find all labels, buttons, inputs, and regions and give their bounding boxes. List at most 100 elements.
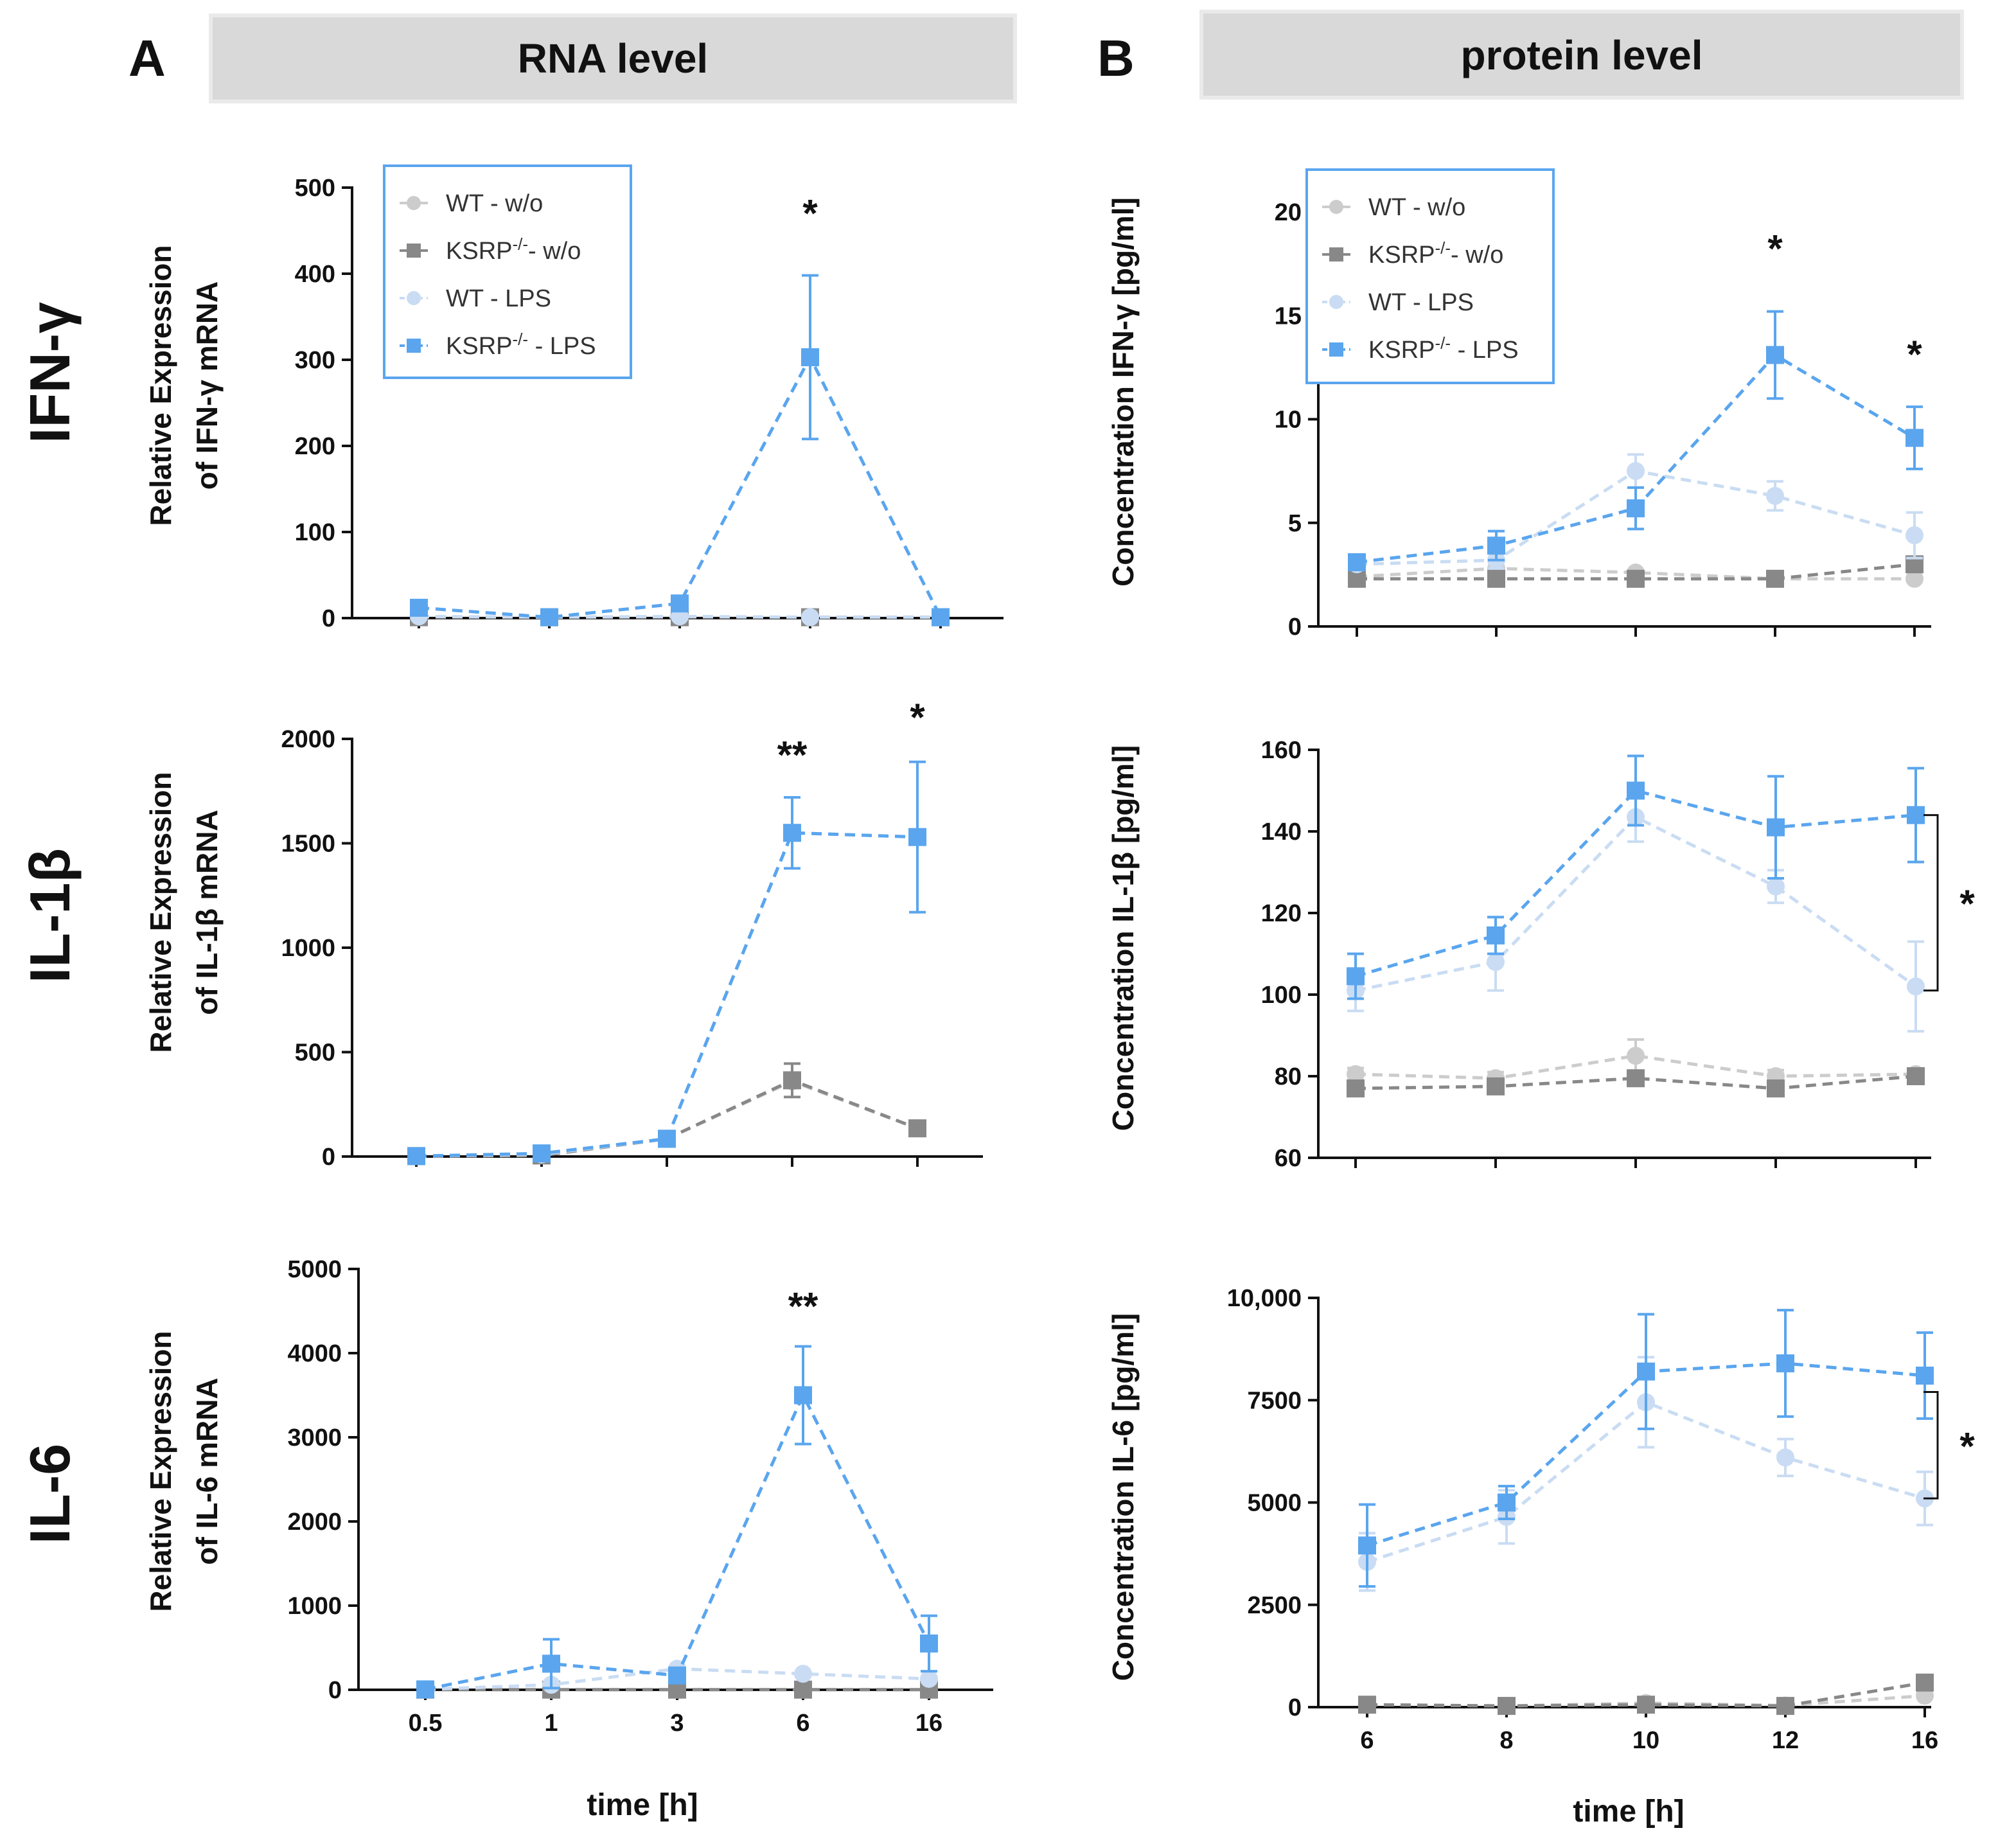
y-tick-label: 10 xyxy=(1275,407,1302,434)
legend-marker xyxy=(407,291,421,305)
legend-box xyxy=(383,164,632,379)
significance-bracket xyxy=(1923,1391,1939,1500)
data-point xyxy=(1627,569,1645,588)
data-point xyxy=(1347,1079,1365,1098)
series-line xyxy=(418,614,941,619)
legend-label: KSRP-/- - LPS xyxy=(1368,333,1519,364)
series-ksrp-wo xyxy=(1358,1673,1934,1715)
legend-label: KSRP-/- - LPS xyxy=(446,330,596,360)
x-axis-label: time [h] xyxy=(1573,1795,1684,1829)
y-tick-label: 200 xyxy=(295,433,335,460)
y-tick-label: 60 xyxy=(1275,1145,1302,1172)
x-tick-label: 16 xyxy=(915,1710,942,1737)
y-tick-label: 1000 xyxy=(287,1593,342,1620)
legend-label: KSRP-/-- w/o xyxy=(1368,238,1503,269)
significance-marker: ** xyxy=(777,734,808,777)
series-wt-lps xyxy=(1347,791,1925,1033)
y-axis-label: of IL-1β mRNA xyxy=(190,810,224,1015)
y-tick-label: 7500 xyxy=(1247,1387,1302,1414)
significance-marker: * xyxy=(1767,227,1783,270)
data-point xyxy=(794,1665,812,1683)
y-tick-label: 300 xyxy=(295,347,335,374)
data-point xyxy=(1766,486,1784,505)
legend-marker xyxy=(407,196,421,210)
data-point xyxy=(1627,1069,1645,1088)
series-line xyxy=(1355,815,1917,993)
y-tick-label: 1000 xyxy=(281,935,335,962)
significance-marker: * xyxy=(1959,1424,1975,1467)
y-tick-label: 100 xyxy=(295,519,335,546)
data-point xyxy=(1487,1077,1505,1095)
series-line xyxy=(416,831,918,1158)
y-tick-label: 0 xyxy=(1288,614,1302,641)
y-tick-label: 140 xyxy=(1261,819,1302,846)
legend-label: KSRP-/-- w/o xyxy=(446,235,581,265)
significance-marker: * xyxy=(1959,882,1975,925)
legend-marker xyxy=(407,339,421,353)
data-point xyxy=(794,1680,812,1699)
x-tick-label: 6 xyxy=(796,1710,809,1737)
significance-bracket xyxy=(1923,814,1939,992)
legend-label: WT - w/o xyxy=(446,190,543,217)
y-tick-label: 5000 xyxy=(287,1256,342,1283)
series-wt-lps xyxy=(407,824,926,1166)
data-point xyxy=(1487,926,1505,944)
legend-box xyxy=(1305,168,1555,384)
y-tick-label: 2000 xyxy=(287,1509,342,1536)
data-point xyxy=(1627,781,1645,800)
data-point xyxy=(1627,499,1645,518)
panel-b-letter: B xyxy=(1097,30,1135,87)
data-point xyxy=(1905,569,1923,588)
x-tick-label: 0.5 xyxy=(409,1710,443,1737)
series-line xyxy=(1356,567,1914,581)
series-line xyxy=(1357,562,1915,581)
series-ksrp-lps xyxy=(410,274,950,626)
data-point xyxy=(801,348,819,366)
series-line xyxy=(1355,788,1916,978)
y-axis-label: Relative Expression xyxy=(144,772,177,1052)
data-point xyxy=(1487,569,1505,588)
row-label-il-1beta: IL-1β xyxy=(18,848,82,983)
significance-marker: * xyxy=(910,696,925,739)
panel-b-title-box xyxy=(1199,10,1964,100)
significance-marker: ** xyxy=(788,1285,818,1328)
significance-marker: * xyxy=(802,191,818,235)
y-axis-label: Concentration IL-1β [pg/ml] xyxy=(1106,745,1140,1131)
data-point xyxy=(1358,1696,1376,1714)
data-point xyxy=(1766,346,1784,364)
data-point xyxy=(1767,877,1785,896)
data-point xyxy=(1916,1673,1934,1692)
y-tick-label: 10,000 xyxy=(1227,1285,1302,1312)
data-point xyxy=(932,608,950,626)
series-line xyxy=(425,1391,931,1691)
legend-label: WT - LPS xyxy=(446,285,551,312)
panel-b-header: B protein level xyxy=(1097,10,1964,100)
data-point xyxy=(658,1130,676,1148)
data-point xyxy=(1905,526,1923,545)
panel-a-letter: A xyxy=(128,30,166,87)
series-ksrp-lps xyxy=(407,760,926,1166)
y-tick-label: 5000 xyxy=(1247,1490,1302,1517)
data-point xyxy=(1347,1065,1365,1083)
y-axis-label: Concentration IFN-γ [pg/ml] xyxy=(1106,197,1140,587)
y-tick-label: 3000 xyxy=(287,1424,342,1451)
legend-marker xyxy=(1329,200,1343,214)
data-point xyxy=(908,828,926,846)
series-ksrp-lps xyxy=(416,1345,938,1699)
data-point xyxy=(1907,1067,1925,1085)
series-ksrp-lps xyxy=(1358,1309,1934,1588)
legend-label: WT - w/o xyxy=(1368,194,1465,221)
y-tick-label: 1500 xyxy=(281,831,335,858)
chart-ifn-gamma-protein: 0 5 10 15 20 Concentration IFN-γ [pg/ml] * * WT … xyxy=(1106,168,1931,641)
significance-marker: * xyxy=(1907,333,1922,376)
data-point xyxy=(783,1071,801,1090)
data-point xyxy=(1766,569,1784,588)
y-tick-label: 0 xyxy=(328,1677,342,1704)
data-point xyxy=(540,608,558,626)
series-line xyxy=(416,831,918,1158)
y-axis-label: of IL-6 mRNA xyxy=(190,1378,224,1565)
chart-il-6-rna: 0 1000 2000 3000 4000 5000 0.5 1 3 6 16 Relative Ex… xyxy=(144,1256,993,1822)
x-tick-label: 16 xyxy=(1911,1727,1938,1754)
data-point xyxy=(1767,818,1785,837)
series-line xyxy=(1355,1054,1916,1080)
